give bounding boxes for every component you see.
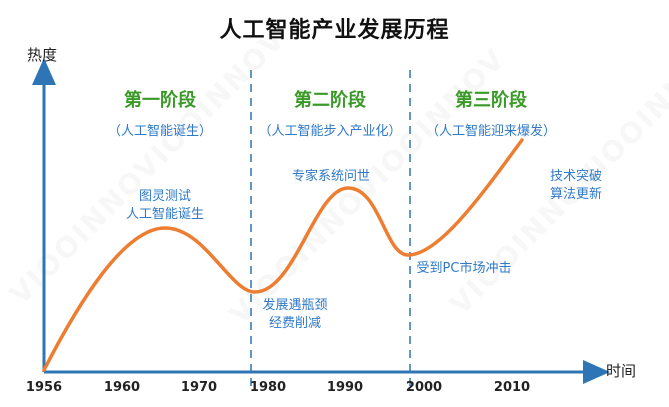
stage-3-block: 第三阶段 （人工智能迎来爆发）	[426, 86, 556, 139]
stage-1-block: 第一阶段 （人工智能诞生）	[108, 86, 212, 139]
stage-3-name: 第三阶段	[454, 90, 527, 111]
annotation-bottleneck: 发展遇瓶颈 经费削减	[262, 298, 328, 331]
stage-1-name: 第一阶段	[123, 90, 196, 111]
x-tick-label: 1970	[180, 380, 218, 395]
annotation-turing-test: 图灵测试 人工智能诞生	[125, 189, 205, 222]
stage-1-subtitle: （人工智能诞生）	[107, 124, 213, 139]
stage-2-block: 第二阶段 （人工智能步入产业化）	[258, 86, 401, 139]
annotation-pc-market: 受到PC市场冲击	[416, 261, 512, 276]
x-tick-label: 2000	[405, 380, 443, 395]
stage-2-name: 第二阶段	[293, 90, 366, 111]
x-axis-label: 时间	[606, 362, 637, 380]
x-tick-label: 1960	[103, 380, 141, 395]
x-tick-label: 1956	[25, 380, 63, 395]
x-tick-label: 1980	[249, 380, 287, 395]
x-tick-label: 2010	[493, 380, 531, 395]
stage-2-subtitle: （人工智能步入产业化）	[258, 124, 402, 139]
annotation-tech-breakthrough: 技术突破 算法更新	[549, 169, 603, 202]
y-axis-label: 热度	[27, 46, 58, 64]
annotation-expert-system: 专家系统问世	[291, 169, 371, 184]
x-tick-label: 1990	[326, 380, 364, 395]
chart-title: 人工智能产业发展历程	[219, 18, 450, 43]
stage-3-subtitle: （人工智能迎来爆发）	[425, 124, 557, 139]
development-curve	[42, 138, 524, 372]
